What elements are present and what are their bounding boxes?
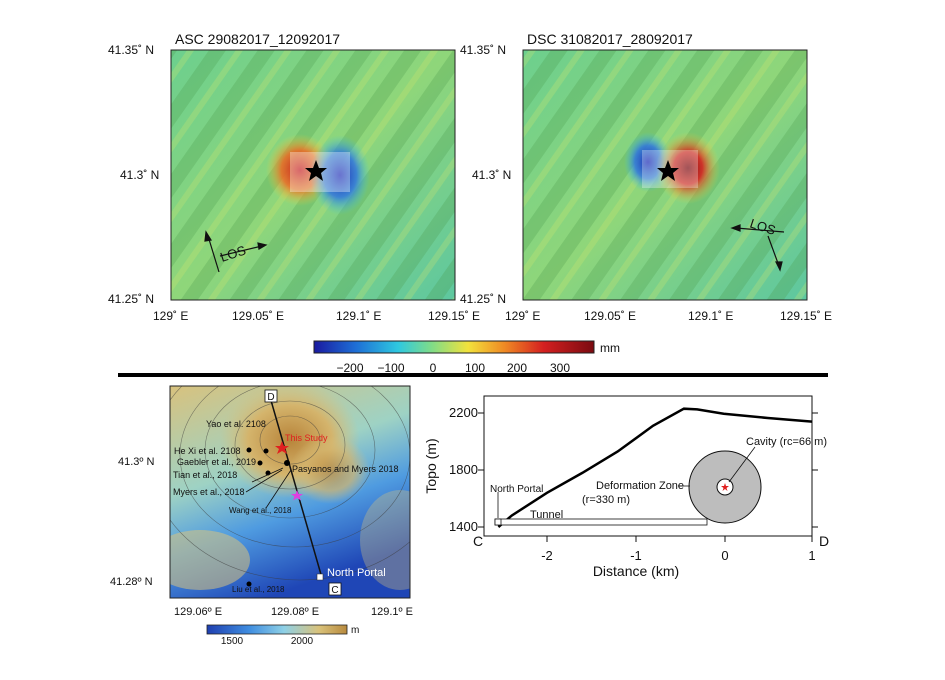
colorbar-tick: −100 — [377, 361, 404, 375]
profile-frame — [483, 395, 813, 537]
topo-colorbar-unit: m — [351, 625, 359, 636]
colorbar-tick: 100 — [465, 361, 485, 375]
profile-y-tick: 1800 — [449, 462, 478, 477]
marker-dot — [246, 581, 252, 587]
dsc-lon-label: 129.05˚ E — [584, 309, 636, 323]
dsc-lon-label: 129.15˚ E — [780, 309, 832, 323]
topo-colorbar: m 1500 2000 — [206, 624, 359, 647]
north-portal-box — [494, 518, 502, 526]
profile-x-tick: -1 — [630, 548, 642, 563]
tunnel-label: Tunnel — [530, 509, 563, 521]
topo-map: D C Yao et al. 2108 This Study He Xi et … — [110, 385, 413, 647]
cavity-label: Cavity (rc=66 m) — [746, 436, 827, 448]
marker-dot — [257, 460, 263, 466]
marker-dot — [284, 460, 290, 466]
label-myers: Myers et al., 2018 — [173, 487, 245, 497]
deformation-radius-label: (r=330 m) — [582, 494, 630, 506]
dsc-lon-label: 129˚ E — [505, 309, 540, 323]
north-portal-marker — [316, 573, 324, 581]
profile-x-label: Distance (km) — [593, 563, 679, 579]
wang-star-icon — [291, 490, 303, 501]
topo-profile-line — [497, 407, 813, 528]
topo-lon-label: 129.08º E — [271, 606, 319, 618]
asc-panel: ASC 29082017_12092017 LOS 41.35˚ N 41.3˚… — [108, 31, 480, 323]
label-this-study: This Study — [285, 433, 328, 443]
asc-panel-title: ASC 29082017_12092017 — [175, 31, 340, 47]
asc-source-star-icon — [305, 160, 327, 181]
cross-section-profile: Cavity (rc=66 m) Deformation Zone (r=330… — [423, 395, 829, 579]
colorbar-tick: 300 — [550, 361, 570, 375]
topo-lon-label: 129.06º E — [174, 606, 222, 618]
profile-y-tick: 1400 — [449, 519, 478, 534]
tunnel-shape — [494, 518, 708, 526]
asc-lon-label: 129.05˚ E — [232, 309, 284, 323]
dsc-lat-label: 41.35˚ N — [460, 43, 506, 57]
topo-lat-label: 41.28º N — [110, 576, 153, 588]
colorbar-tick: −200 — [336, 361, 363, 375]
asc-lat-label: 41.25˚ N — [108, 292, 154, 306]
profile-left-end: C — [473, 533, 483, 549]
profile-y-label: Topo (m) — [423, 438, 439, 493]
asc-lon-label: 129.15˚ E — [428, 309, 480, 323]
point-d-label: D — [267, 392, 274, 403]
label-liu: Liu et al., 2018 — [232, 585, 285, 594]
point-d-box — [264, 389, 278, 403]
dsc-lon-label: 129.1˚ E — [688, 309, 733, 323]
dsc-los-arrow-icon — [730, 224, 785, 272]
asc-lat-label: 41.35˚ N — [108, 43, 154, 57]
asc-lon-label: 129.1˚ E — [336, 309, 381, 323]
dsc-panel: DSC 31082017_28092017 LOS 41.35˚ N 41.3˚… — [460, 31, 832, 323]
profile-x-tick: 0 — [721, 548, 728, 563]
topo-lat-label: 41.3º N — [118, 456, 154, 468]
asc-lon-label: 129˚ E — [153, 309, 188, 323]
marker-dot — [263, 448, 269, 454]
asc-los-arrow-icon — [204, 230, 268, 273]
this-study-star-icon — [275, 441, 289, 454]
label-wang: Wang et al., 2018 — [229, 506, 292, 515]
label-yao: Yao et al. 2108 — [206, 419, 266, 429]
label-hexi: He Xi et al. 2108 — [174, 446, 241, 456]
colorbar-tick: 200 — [507, 361, 527, 375]
topo-colorbar-tick: 2000 — [291, 636, 314, 647]
topo-colorbar-tick: 1500 — [221, 636, 244, 647]
label-tian: Tian et al., 2018 — [173, 470, 237, 480]
profile-x-tick: -2 — [541, 548, 553, 563]
north-portal-label: North Portal — [490, 484, 543, 495]
label-north-portal: North Portal — [327, 567, 386, 579]
asc-lat-label: 41.3˚ N — [120, 168, 159, 182]
dsc-lat-label: 41.3˚ N — [472, 168, 511, 182]
profile-line-cd — [269, 396, 323, 579]
study-markers — [245, 441, 324, 587]
profile-y-tick: 2200 — [449, 405, 478, 420]
label-pasyanos: Pasyanos and Myers 2018 — [292, 464, 399, 474]
displacement-colorbar: mm −200 −100 0 100 200 300 — [313, 340, 620, 375]
dsc-panel-title: DSC 31082017_28092017 — [527, 31, 693, 47]
topo-lon-label: 129.1º E — [371, 606, 413, 618]
point-c-box — [328, 582, 342, 596]
section-divider — [118, 373, 828, 377]
profile-right-end: D — [819, 533, 829, 549]
label-gaebler: Gaebler et al., 2019 — [177, 457, 256, 467]
dsc-lat-label: 41.25˚ N — [460, 292, 506, 306]
dsc-source-star-icon — [657, 160, 679, 181]
deformation-zone-label: Deformation Zone — [596, 480, 684, 492]
colorbar-tick: 0 — [430, 361, 437, 375]
colorbar-unit: mm — [600, 341, 620, 355]
profile-x-tick: 1 — [808, 548, 815, 563]
cavity-star-icon — [721, 483, 729, 491]
marker-dot — [246, 447, 252, 453]
point-c-label: C — [331, 585, 338, 596]
